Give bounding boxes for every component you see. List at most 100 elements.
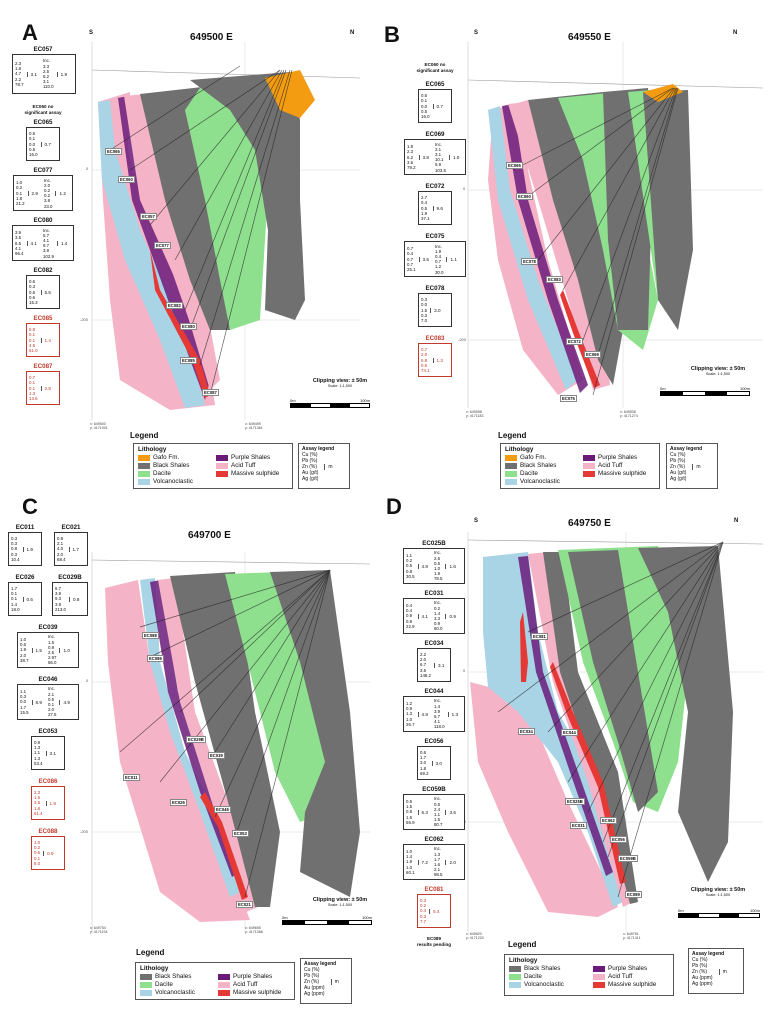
elevation-0: 0: [463, 668, 466, 673]
coord-mid: x: 649499 y: 4171361: [245, 422, 263, 431]
hole-name: EC029B: [58, 574, 82, 581]
hole-label: EC077: [154, 242, 171, 249]
coord-left: x: 649598 y: 4171183: [466, 410, 484, 419]
assay-box: 1.1 0.2 0.5 0.8 30.5 4.9 Inc. 2.5 0.5 1.0 1.9 78.…: [403, 548, 465, 584]
assay-box: 0.6 0.1 0.0 0.5 16.0 0.7: [26, 127, 60, 162]
assay-box: 1.8 2.3 6.2 3.6 79.2 3.8 Inc. 3.1 3.1 10.1 5.9 10…: [404, 139, 466, 176]
hole-label: EC085: [180, 357, 197, 364]
cross-section-b: [467, 42, 764, 408]
south-marker: S: [89, 30, 94, 36]
legend-title: Legend: [498, 431, 527, 440]
hole-label: EC078: [521, 258, 538, 265]
coord-left: x: 649820 y: 4171220: [466, 932, 484, 941]
cross-section-a: [91, 42, 361, 420]
elevation-minus200: -200: [80, 317, 89, 322]
hole-label: EC060: [516, 193, 533, 200]
coord-left: x: 649754 y: 4171194: [90, 926, 108, 935]
hole-label: EC080: [180, 323, 197, 330]
hole-name: EC075: [425, 233, 445, 241]
hole-name: EC081: [424, 886, 444, 893]
hole-name: EC088: [38, 828, 58, 835]
assay-box: 3.9 3.5 8.5 4.1 96.4 4.1 Inc. 5.7 4.1 9.7 3.9 102…: [12, 225, 74, 262]
hole-name: EC072: [425, 183, 445, 191]
north-marker: N: [734, 518, 739, 524]
coord-mid: x: 649761 y: 4171411: [623, 932, 641, 941]
coord-left: x: 649500 y: 4171001: [90, 422, 108, 431]
assay-box: 0.6 0.3 0.6 0.6 15.3 5.5: [26, 275, 60, 310]
panel-a: A 649500 E S N 0 -200 EC065 EC060 EC057 …: [0, 0, 388, 512]
hole-name: EC057: [33, 46, 53, 53]
hole-name: EC025B: [422, 540, 446, 547]
south-marker: S: [474, 518, 479, 524]
clipping-view: Clipping view: ± 50m Scale: 1:1,500: [312, 897, 368, 907]
coord-mid: x: 649538 y: 4171274: [620, 410, 638, 419]
hole-label: EC059B: [618, 855, 638, 862]
scale-bar: 0m 100m: [678, 908, 760, 918]
lithology-legend: Lithology Gafo Fm. Black Shales Dacite V…: [500, 443, 660, 489]
assay-box: 0.7 0.1 0.1 1.3 13.6 2.8: [26, 371, 60, 406]
assay-legend: Assay legend Cu (%) Pb (%) Zn (%) Au (ppm) A…: [300, 958, 352, 1004]
hole-label: EC082: [166, 302, 183, 309]
panel-c: C 649700 E 0 -200 EC088 EC086 EC029B EC0…: [0, 496, 388, 1024]
hole-name: EC026: [15, 574, 35, 581]
scale-bar: 0m 100m: [290, 398, 370, 408]
assay-box: 0.9 2.1 4.0 2.0 68.4 1.7: [54, 532, 88, 566]
hole-name: EC078: [425, 285, 445, 293]
assay-width: 3.1: [26, 71, 40, 77]
hole-name: EC085: [33, 315, 53, 323]
assay-box: 5.8 0.1 0.1 4.5 51.0 1.4: [26, 323, 60, 358]
hole-label: EC089: [625, 891, 642, 898]
assay-box: 2.7 0.4 0.5 1.9 37.1 9.6: [418, 191, 452, 226]
elevation-minus200: -200: [458, 337, 467, 342]
hole-label: EC062: [600, 817, 617, 824]
hole-label: EC039: [208, 752, 225, 759]
legend-title: Legend: [136, 948, 165, 957]
south-marker: S: [474, 30, 479, 36]
assay-box: 0.4 0.4 0.9 0.9 22.9 4.1 Inc. 0.2 1.4 3.3 0.9 60.…: [403, 598, 465, 634]
hole-name: EC082: [33, 267, 53, 275]
hole-name: EC065: [425, 81, 445, 89]
assay-box: 2.3 1.8 4.7 2.2 78.7 3.1 Inc. 3.3 2.5 6.2 3.1 110…: [12, 54, 76, 94]
hole-label: EC053: [232, 830, 249, 837]
scale-bar: 0m 100m: [660, 386, 750, 396]
assay-box: 6.7 3.9 9.3 3.9 213.0 0.8: [52, 582, 88, 616]
pending-note: EC089 results pending: [416, 936, 452, 947]
hole-name: EC087: [33, 363, 53, 371]
assay-column: EC057 2.3 1.8 4.7 2.2 78.7 3.1 Inc. 3.3 2.5 6.2…: [12, 46, 76, 406]
hole-name: EC034: [424, 640, 444, 647]
assay-box: 1.0 0.6 1.9 2.0 38.7 1.5 Inc. 1.5 0.9 2.5 2.97 56…: [17, 632, 79, 668]
hole-label: EC011: [123, 774, 140, 781]
north-marker: N: [350, 30, 355, 36]
panel-letter: B: [384, 22, 400, 47]
hole-name: EC053: [38, 728, 58, 735]
hole-name: EC021: [61, 524, 81, 531]
hole-name: EC031: [424, 590, 444, 597]
clipping-view: Clipping view: ± 50m Scale: 1:1,500: [690, 366, 746, 376]
hole-name: EC044: [424, 688, 444, 695]
assay-box: 0.7 2.0 5.8 0.5 74.1 1.3: [418, 343, 452, 378]
section-title: 649550 E: [568, 32, 611, 43]
assay-legend: Assay legend Cu (%) Pb (%) Zn (%) Au (g/t) A…: [666, 443, 718, 489]
assay-box: 1.1 0.3 0.0 1.7 15.5 8.9 Inc. 2.1 0.5 0.1 2.0 27.…: [17, 684, 79, 720]
hole-label: EC021: [236, 901, 253, 908]
hole-label: EC072: [566, 338, 583, 345]
hole-label: EC088: [142, 632, 159, 639]
hole-name: EC077: [33, 167, 53, 175]
hole-label: EC056: [610, 836, 627, 843]
assay-values: 2.3 1.8 4.7 2.2 78.7: [15, 60, 24, 87]
assay-box: 2.3 1.6 3.5 1.8 61.4 1.8: [31, 786, 65, 820]
assay-column: EC060 no significant assay EC065 0.6 0.1 0…: [404, 62, 466, 378]
hole-label: EC065: [105, 148, 122, 155]
assay-inc-width: 1.9: [56, 71, 70, 77]
section-title: 649750 E: [568, 518, 611, 529]
hole-name: EC039: [38, 624, 58, 631]
assay-box: 2.2 2.0 6.7 3.5 148.2 3.1: [417, 648, 451, 682]
panel-letter: A: [22, 20, 38, 45]
hole-name: EC086: [38, 778, 58, 785]
hole-label: EC026: [170, 799, 187, 806]
assay-box: 1.0 0.2 0.6 0.1 8.0 0.9: [31, 836, 65, 870]
assay-box: 0.3 0.3 0.8 0.3 10.4 1.9: [8, 532, 42, 566]
hole-name: EC062: [424, 836, 444, 843]
hole-name: EC083: [425, 335, 445, 343]
assay-box: 0.6 0.1 0.0 0.5 16.0 0.7: [418, 89, 452, 124]
